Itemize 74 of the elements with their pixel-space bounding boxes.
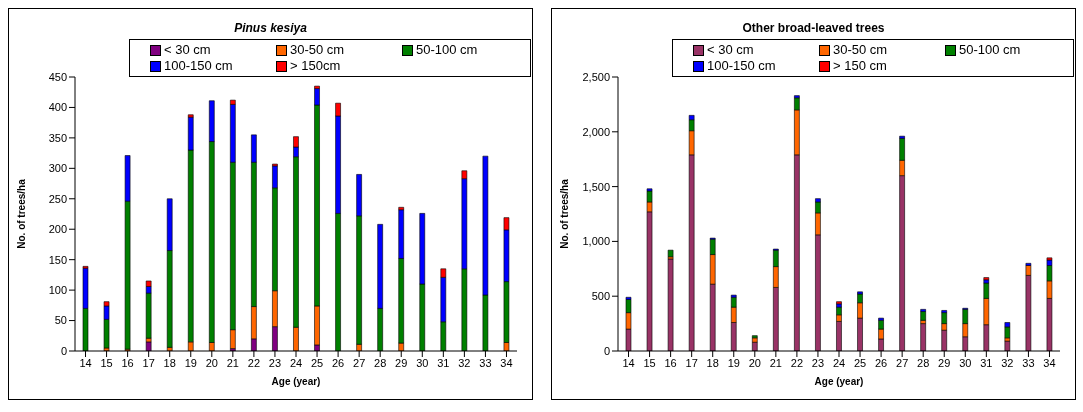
y-tick-label: 200 xyxy=(48,223,67,236)
y-tick-label: 0 xyxy=(60,344,67,357)
x-tick-label: 21 xyxy=(769,356,782,369)
x-axis-title: Age (year) xyxy=(271,376,321,387)
y-tick-label: 2,000 xyxy=(582,125,610,138)
x-tick-label: 23 xyxy=(811,356,825,369)
y-tick-label: 50 xyxy=(54,314,67,327)
legend-label: > 150 cm xyxy=(833,58,887,74)
x-tick-label: 19 xyxy=(727,356,740,369)
x-tick-label: 20 xyxy=(748,356,761,369)
x-tick-label: 14 xyxy=(622,356,635,369)
legend-label: 30-50 cm xyxy=(833,42,888,58)
legend-label: < 30 cm xyxy=(707,42,754,58)
x-tick-label: 34 xyxy=(1043,356,1056,369)
x-tick-label: 29 xyxy=(938,356,951,369)
x-tick-label: 15 xyxy=(100,356,113,369)
x-tick-label: 26 xyxy=(874,356,888,369)
x-tick-label: 33 xyxy=(1022,356,1035,369)
x-tick-label: 27 xyxy=(896,356,909,369)
legend-label: 100-150 cm xyxy=(707,58,776,74)
chart-title: Pinus kesiya xyxy=(233,21,308,35)
x-tick-label: 18 xyxy=(163,356,176,369)
x-tick-label: 20 xyxy=(205,356,218,369)
x-tick-label: 29 xyxy=(395,356,408,369)
x-tick-label: 22 xyxy=(790,356,804,369)
x-tick-label: 22 xyxy=(247,356,261,369)
y-tick-label: 500 xyxy=(591,290,610,303)
chart-title: Other broad-leaved trees xyxy=(741,21,886,35)
x-tick-label: 23 xyxy=(268,356,282,369)
y-tick-label: 150 xyxy=(48,253,67,266)
legend-label: 50-100 cm xyxy=(959,42,1021,58)
y-tick-label: 450 xyxy=(48,70,67,83)
legend-label: 100-150 cm xyxy=(164,58,233,74)
x-tick-label: 32 xyxy=(1001,356,1014,369)
x-tick-label: 30 xyxy=(959,356,972,369)
x-tick-label: 16 xyxy=(664,356,677,369)
y-tick-label: 1,500 xyxy=(582,180,610,193)
x-axis-title: Age (year) xyxy=(814,376,864,387)
x-tick-label: 26 xyxy=(331,356,345,369)
y-tick-label: 1,000 xyxy=(582,235,610,248)
x-tick-label: 33 xyxy=(479,356,492,369)
x-tick-label: 19 xyxy=(184,356,197,369)
y-tick-label: 100 xyxy=(48,284,67,297)
legend-label: > 150cm xyxy=(290,58,341,74)
y-axis-title: No. of trees/ha xyxy=(558,178,570,249)
x-tick-label: 28 xyxy=(917,356,930,369)
x-tick-label: 21 xyxy=(226,356,239,369)
x-tick-label: 15 xyxy=(643,356,656,369)
legend-label: 30-50 cm xyxy=(290,42,345,58)
x-tick-label: 34 xyxy=(500,356,513,369)
y-tick-label: 400 xyxy=(48,101,67,114)
x-tick-label: 30 xyxy=(416,356,429,369)
x-tick-label: 27 xyxy=(353,356,366,369)
x-tick-label: 18 xyxy=(706,356,719,369)
x-tick-label: 31 xyxy=(980,356,993,369)
y-axis-title: No. of trees/ha xyxy=(15,178,27,249)
y-tick-label: 2,500 xyxy=(582,70,610,83)
x-tick-label: 14 xyxy=(79,356,92,369)
y-tick-label: 250 xyxy=(48,192,67,205)
x-tick-label: 17 xyxy=(142,356,155,369)
y-tick-label: 350 xyxy=(48,131,67,144)
x-tick-label: 25 xyxy=(310,356,324,369)
x-tick-label: 24 xyxy=(832,356,846,369)
x-tick-label: 25 xyxy=(853,356,867,369)
x-tick-label: 32 xyxy=(458,356,471,369)
legend-label: < 30 cm xyxy=(164,42,211,58)
x-tick-label: 31 xyxy=(437,356,450,369)
legend-label: 50-100 cm xyxy=(416,42,478,58)
x-tick-label: 24 xyxy=(289,356,303,369)
y-tick-label: 0 xyxy=(603,344,610,357)
x-tick-label: 17 xyxy=(685,356,698,369)
x-tick-label: 16 xyxy=(121,356,134,369)
x-tick-label: 28 xyxy=(374,356,387,369)
y-tick-label: 300 xyxy=(48,162,67,175)
